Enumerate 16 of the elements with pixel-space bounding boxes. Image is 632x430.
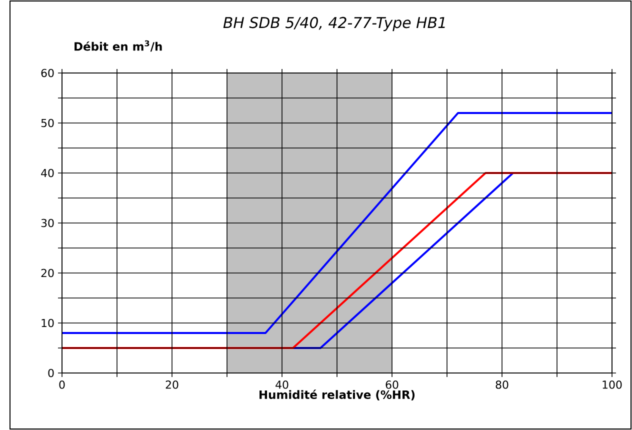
chart-title: BH SDB 5/40, 42-77-Type HB1 xyxy=(223,16,445,32)
x-tick-label: 0 xyxy=(59,380,65,389)
x-tick-label: 60 xyxy=(386,380,398,389)
x-tick-label: 100 xyxy=(602,380,622,389)
y-axis-title: Débit en m$^{3}$/h xyxy=(74,40,162,52)
y-tick-label: 20 xyxy=(41,268,54,278)
y-tick-label: 50 xyxy=(41,118,54,128)
x-axis-title: Humidité relative (%HR) xyxy=(260,390,415,400)
x-tick-label: 80 xyxy=(496,380,508,389)
y-tick-label: 30 xyxy=(41,218,54,228)
y-tick-label: 60 xyxy=(41,68,54,78)
x-tick-label: 40 xyxy=(276,380,288,389)
y-tick-label: 10 xyxy=(42,318,54,328)
y-tick-label: 0 xyxy=(48,368,54,378)
y-tick-label: 40 xyxy=(41,168,54,178)
x-tick-label: 20 xyxy=(166,380,178,389)
